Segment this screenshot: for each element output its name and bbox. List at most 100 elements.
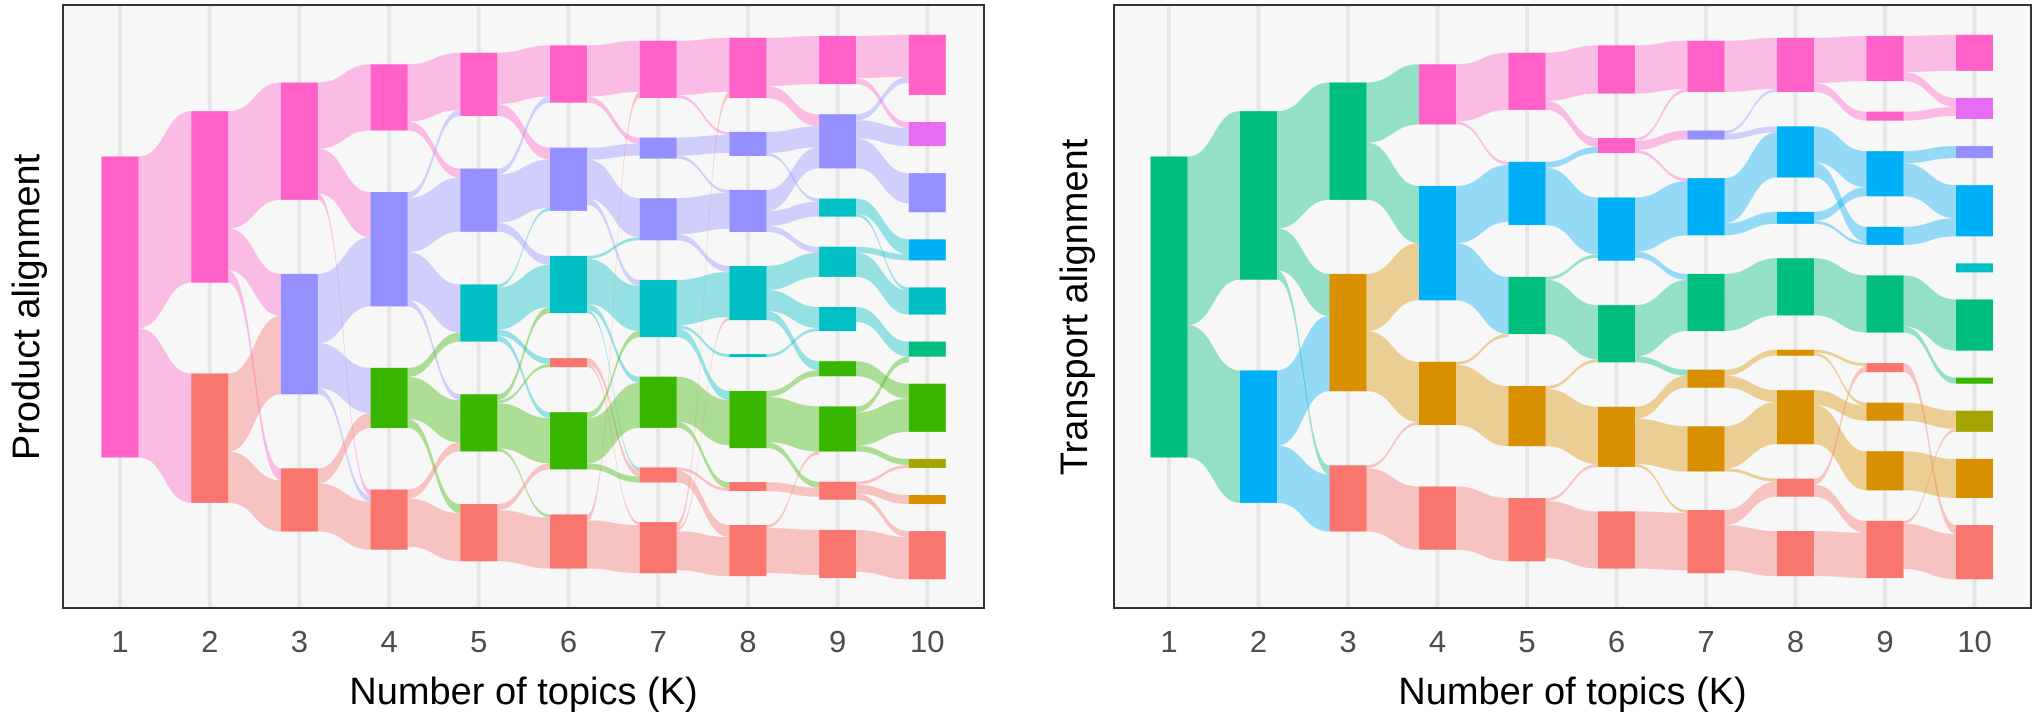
flow <box>1456 52 1509 122</box>
flow <box>1545 254 1598 280</box>
flow <box>856 246 909 261</box>
flow <box>1545 147 1598 168</box>
topic-node <box>639 40 677 98</box>
flow <box>497 448 550 518</box>
flow <box>676 325 730 358</box>
flow <box>1635 181 1688 252</box>
topic-node <box>1508 276 1546 335</box>
topic-node <box>1956 97 1993 119</box>
topic-node <box>729 131 767 157</box>
topic-node <box>729 482 767 492</box>
topic-node <box>819 406 857 452</box>
topic-node <box>1777 126 1814 178</box>
topic-node <box>908 239 946 261</box>
flow <box>676 470 730 538</box>
flow <box>1277 445 1330 532</box>
topic-node <box>1329 465 1367 532</box>
flow <box>407 52 461 122</box>
flow <box>1456 121 1509 165</box>
x-tick-label: 5 <box>1518 624 1535 659</box>
flow <box>1545 463 1598 502</box>
topic-node <box>1956 263 1993 273</box>
topic-node <box>908 173 946 213</box>
flow <box>407 252 461 333</box>
flow <box>1903 523 1956 580</box>
x-tick-label: 4 <box>380 624 397 659</box>
topic-node <box>729 354 767 358</box>
flow <box>766 451 820 529</box>
topic-node <box>908 495 946 505</box>
panel-border <box>1113 4 2032 609</box>
topic-node <box>550 45 587 103</box>
topic-node <box>639 137 677 159</box>
flow <box>587 198 640 286</box>
topic-node <box>908 34 946 95</box>
topic-node <box>639 522 677 574</box>
topic-node <box>1419 361 1456 426</box>
topic-node <box>639 198 677 241</box>
flow <box>1635 88 1688 142</box>
topic-node <box>1329 82 1367 200</box>
flow <box>856 138 909 204</box>
flow <box>856 213 909 291</box>
flow <box>1724 126 1777 140</box>
topic-node <box>191 373 229 503</box>
topic-node <box>819 307 857 332</box>
flow <box>676 37 730 95</box>
topic-node <box>1777 349 1814 356</box>
flow <box>856 198 909 255</box>
flow <box>317 343 371 413</box>
x-tick-label: 5 <box>470 624 487 659</box>
flow <box>587 382 640 464</box>
topic-node <box>1777 258 1814 316</box>
topic-node <box>1508 161 1546 226</box>
x-tick-label: 10 <box>1957 624 1991 659</box>
flow <box>766 201 820 227</box>
flow <box>676 94 730 135</box>
flow <box>676 234 730 272</box>
flow <box>587 304 640 383</box>
topic-node <box>280 82 318 200</box>
topic-node <box>1866 275 1904 333</box>
flow <box>676 317 730 532</box>
flow <box>317 237 371 344</box>
flow <box>317 193 371 496</box>
topic-node <box>1598 138 1635 154</box>
flow <box>407 376 461 443</box>
topic-node <box>1508 385 1546 447</box>
flow <box>407 419 461 514</box>
topic-node <box>550 255 587 314</box>
topic-node <box>370 367 408 429</box>
topic-node <box>1419 185 1456 301</box>
flow <box>228 82 281 229</box>
x-tick-label: 6 <box>1608 624 1625 659</box>
flow <box>766 528 820 576</box>
flow <box>228 451 281 532</box>
topic-node <box>1777 531 1814 577</box>
topic-node <box>639 376 677 428</box>
flow <box>407 442 461 499</box>
flow <box>766 396 820 452</box>
flow <box>1903 163 1956 219</box>
flow <box>587 91 640 521</box>
flow <box>676 91 730 529</box>
flow <box>497 307 550 401</box>
flow <box>497 103 550 160</box>
flow <box>766 328 820 358</box>
flow <box>587 520 640 574</box>
flow <box>1277 82 1330 229</box>
flow <box>1635 511 1688 571</box>
topic-node <box>460 168 498 232</box>
topic-node <box>370 191 408 307</box>
flow <box>407 177 461 253</box>
flow <box>1814 126 1867 188</box>
flow <box>497 335 550 419</box>
flow <box>497 222 550 265</box>
flow <box>856 307 909 357</box>
flow <box>1635 356 1688 376</box>
topic-node <box>729 390 767 449</box>
topic-node <box>729 265 767 321</box>
flow <box>1724 481 1777 526</box>
flow <box>1724 88 1777 134</box>
topic-node <box>1240 370 1277 503</box>
